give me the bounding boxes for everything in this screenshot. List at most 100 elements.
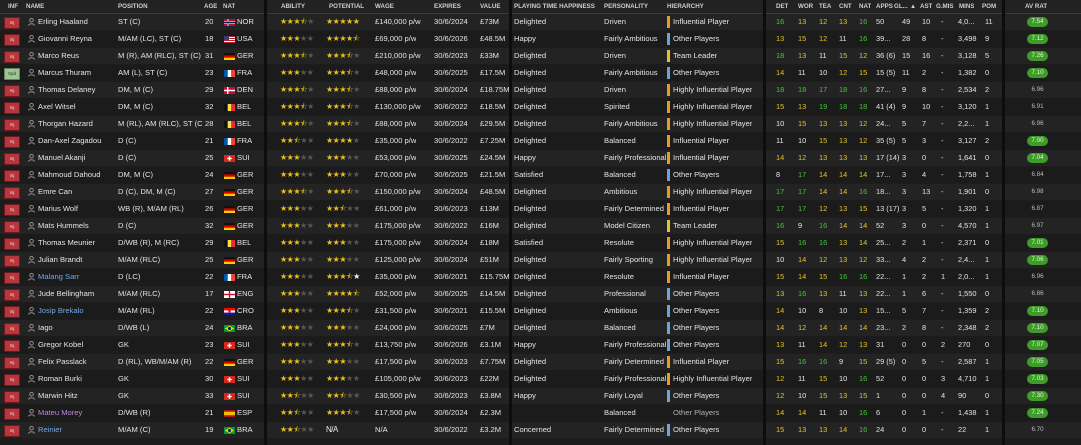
col-ability[interactable]: ABILITY — [281, 3, 306, 10]
player-name[interactable]: Mahmoud Dahoud — [38, 170, 101, 179]
injury-status-icon[interactable]: Inj — [4, 119, 20, 131]
injury-status-icon[interactable]: Inj — [4, 102, 20, 114]
player-name[interactable]: Iago — [38, 323, 53, 332]
player-name[interactable]: Giovanni Reyna — [38, 34, 93, 43]
table-row[interactable]: Spd Marcus Thuram AM (L), ST (C) 23 FRA … — [0, 65, 1081, 81]
col-goal-mistakes[interactable]: G.MIS — [936, 3, 954, 10]
injury-status-icon[interactable]: Inj — [4, 187, 20, 199]
player-name[interactable]: Marcus Thuram — [38, 68, 92, 77]
col-potential[interactable]: POTENTIAL — [329, 3, 365, 10]
table-row[interactable]: Inj Jude Bellingham M/AM (RLC) 17 ENG ★★… — [0, 286, 1081, 302]
player-name[interactable]: Malang Sarr — [38, 272, 80, 281]
injury-status-icon[interactable]: Inj — [4, 17, 20, 29]
col-assists[interactable]: AST — [920, 3, 933, 10]
col-age[interactable]: AGE — [204, 3, 218, 10]
table-row[interactable]: Inj Thomas Delaney DM, M (C) 29 DEN ★★★⯪… — [0, 82, 1081, 98]
player-name[interactable]: Dan-Axel Zagadou — [38, 136, 102, 145]
col-average-rating[interactable]: AV RAT — [1025, 3, 1048, 10]
player-name[interactable]: Josip Brekalo — [38, 306, 84, 315]
col-det[interactable]: DET — [776, 3, 789, 10]
player-name[interactable]: Felix Passlack — [38, 357, 87, 366]
player-name[interactable]: Marco Reus — [38, 51, 79, 60]
player-name[interactable]: Reinier — [38, 425, 63, 434]
player-name[interactable]: Gregor Kobel — [38, 340, 84, 349]
injury-status-icon[interactable]: Inj — [4, 255, 20, 267]
injury-status-icon[interactable]: Inj — [4, 51, 20, 63]
injury-status-icon[interactable]: Inj — [4, 374, 20, 386]
injury-status-icon[interactable]: Inj — [4, 136, 20, 148]
injury-status-icon[interactable]: Inj — [4, 238, 20, 250]
player-name[interactable]: Mats Hummels — [38, 221, 89, 230]
player-name[interactable]: Roman Burki — [38, 374, 82, 383]
col-cnt[interactable]: CNT — [839, 3, 852, 10]
col-personality[interactable]: PERSONALITY — [604, 3, 649, 10]
table-row[interactable]: Inj Mahmoud Dahoud DM, M (C) 24 GER ★★★★… — [0, 167, 1081, 183]
injury-status-icon[interactable]: Inj — [4, 153, 20, 165]
col-inf[interactable]: INF — [8, 3, 18, 10]
injury-status-icon[interactable]: Inj — [4, 289, 20, 301]
status-available-icon[interactable]: Spd — [4, 68, 20, 80]
injury-status-icon[interactable]: Inj — [4, 221, 20, 233]
table-row[interactable]: Inj Malang Sarr D (LC) 22 FRA ★★★★★ ★★★⯪… — [0, 269, 1081, 285]
table-row[interactable]: Inj Marius Wolf WB (R), M/AM (RL) 26 GER… — [0, 201, 1081, 217]
col-wor[interactable]: WOR — [798, 3, 814, 10]
table-row[interactable]: Inj Manuel Akanji D (C) 25 SUI ★★★★★ ★★★… — [0, 150, 1081, 166]
injury-status-icon[interactable]: Inj — [4, 357, 20, 369]
col-expires[interactable]: EXPIRES — [434, 3, 461, 10]
col-tea[interactable]: TEA — [819, 3, 832, 10]
injury-status-icon[interactable]: Inj — [4, 408, 20, 420]
table-row[interactable]: Inj Marwin Hitz GK 33 SUI ★★⯪★★ ★★⯪★★ £3… — [0, 388, 1081, 404]
col-hierarchy[interactable]: HIERARCHY — [667, 3, 704, 10]
player-name[interactable]: Thomas Delaney — [38, 85, 96, 94]
table-row[interactable]: Inj Iago D/WB (L) 24 BRA ★★★★★ ★★★★★ £24… — [0, 320, 1081, 336]
table-row[interactable]: Inj Reinier M/AM (C) 19 BRA ★★⯪★★ N/A N/… — [0, 422, 1081, 438]
injury-status-icon[interactable]: Inj — [4, 204, 20, 216]
table-row[interactable]: Inj Dan-Axel Zagadou D (C) 21 FRA ★★⯪★★ … — [0, 133, 1081, 149]
player-name[interactable]: Julian Brandt — [38, 255, 83, 264]
injury-status-icon[interactable]: Inj — [4, 425, 20, 437]
table-row[interactable]: Inj Mateu Morey D/WB (R) 21 ESP ★★⯪★★ ★★… — [0, 405, 1081, 421]
col-nat[interactable]: NAT — [223, 3, 236, 10]
player-name[interactable]: Jude Bellingham — [38, 289, 95, 298]
table-row[interactable]: Inj Giovanni Reyna M/AM (LC), ST (C) 18 … — [0, 31, 1081, 47]
table-row[interactable]: Inj Julian Brandt M/AM (RLC) 25 GER ★★★★… — [0, 252, 1081, 268]
table-row[interactable]: Inj Axel Witsel DM, M (C) 32 BEL ★★★⯪★ ★… — [0, 99, 1081, 115]
col-playing-time-happiness[interactable]: PLAYING TIME HAPPINESS — [514, 3, 595, 10]
player-name[interactable]: Mateu Morey — [38, 408, 83, 417]
injury-status-icon[interactable]: Inj — [4, 391, 20, 403]
table-row[interactable]: Inj Felix Passlack D (RL), WB/M/AM (R) 2… — [0, 354, 1081, 370]
player-name[interactable]: Thorgan Hazard — [38, 119, 93, 128]
col-value[interactable]: VALUE — [480, 3, 501, 10]
player-name[interactable]: Erling Haaland — [38, 17, 88, 26]
player-name[interactable]: Manuel Akanji — [38, 153, 86, 162]
table-row[interactable]: Inj Thomas Meunier D/WB (R), M (RC) 29 B… — [0, 235, 1081, 251]
col-apps[interactable]: APPS — [876, 3, 893, 10]
col-name[interactable]: NAME — [26, 3, 45, 10]
table-row[interactable]: Inj Roman Burki GK 30 SUI ★★★★★ ★★★★★ £1… — [0, 371, 1081, 387]
player-name[interactable]: Thomas Meunier — [38, 238, 95, 247]
col-nat-attr[interactable]: NAT — [859, 3, 872, 10]
injury-status-icon[interactable]: Inj — [4, 85, 20, 97]
injury-status-icon[interactable]: Inj — [4, 340, 20, 352]
col-pom[interactable]: POM — [982, 3, 997, 10]
col-position[interactable]: POSITION — [118, 3, 148, 10]
table-row[interactable]: Inj Marco Reus M (R), AM (RLC), ST (C) 3… — [0, 48, 1081, 64]
injury-status-icon[interactable]: Inj — [4, 272, 20, 284]
col-wage[interactable]: WAGE — [375, 3, 394, 10]
table-row[interactable]: Inj Thorgan Hazard M (RL), AM (RLC), ST … — [0, 116, 1081, 132]
player-name[interactable]: Axel Witsel — [38, 102, 76, 111]
injury-status-icon[interactable]: Inj — [4, 170, 20, 182]
table-row[interactable]: Inj Mats Hummels D (C) 32 GER ★★★★★ ★★★★… — [0, 218, 1081, 234]
table-row[interactable]: Inj Erling Haaland ST (C) 20 NOR ★★★⯪★ ★… — [0, 14, 1081, 30]
col-goals[interactable]: GL... — [894, 3, 908, 10]
col-minutes[interactable]: MINS — [959, 3, 975, 10]
player-name[interactable]: Marwin Hitz — [38, 391, 78, 400]
sort-arrow-icon[interactable]: ▲ — [910, 3, 917, 10]
player-name[interactable]: Marius Wolf — [38, 204, 78, 213]
injury-status-icon[interactable]: Inj — [4, 34, 20, 46]
table-row[interactable]: Inj Gregor Kobel GK 23 SUI ★★★★★ ★★★⯪★ £… — [0, 337, 1081, 353]
player-name[interactable]: Emre Can — [38, 187, 73, 196]
table-row[interactable]: Inj Josip Brekalo M/AM (RL) 22 CRO ★★★★★… — [0, 303, 1081, 319]
injury-status-icon[interactable]: Inj — [4, 306, 20, 318]
table-row[interactable]: Inj Emre Can D (C), DM, M (C) 27 GER ★★★… — [0, 184, 1081, 200]
